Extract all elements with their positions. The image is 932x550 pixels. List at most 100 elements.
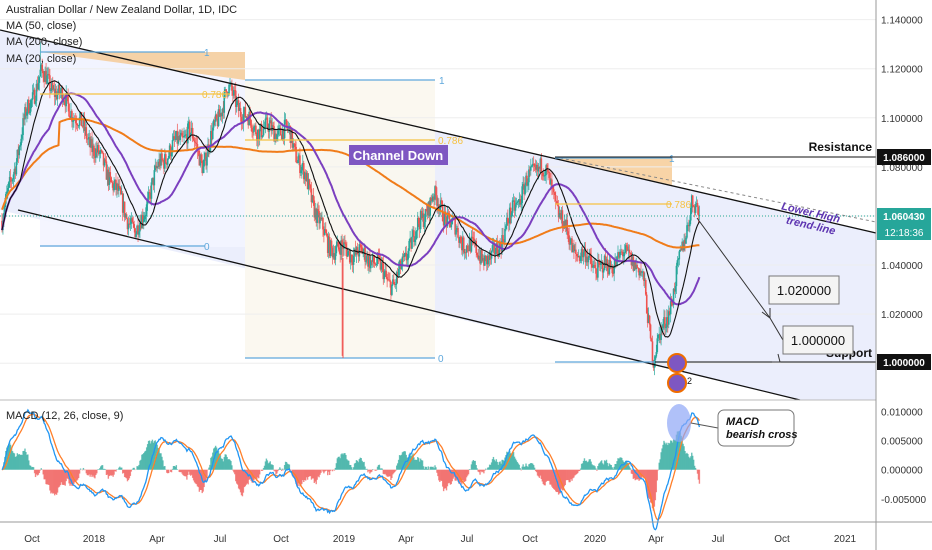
macd-histogram-bar — [383, 469, 385, 475]
candle-body — [479, 255, 481, 264]
candle-body — [318, 211, 320, 224]
candle-body — [290, 129, 293, 144]
macd-histogram-bar — [75, 469, 77, 482]
macd-tick-label: 0.010000 — [881, 408, 923, 419]
candle-body — [627, 249, 630, 251]
macd-histogram-bar — [336, 458, 338, 470]
candle-body — [476, 252, 478, 256]
macd-histogram-bar — [203, 469, 205, 488]
price-tick-label: 1.120000 — [881, 65, 923, 76]
candle-body — [456, 227, 458, 230]
candle-body — [183, 135, 185, 138]
candle-body — [418, 223, 421, 230]
channel-down-label: Channel Down — [353, 148, 443, 163]
macd-histogram-bar — [570, 469, 572, 480]
candle-body — [309, 185, 312, 189]
candle-body — [551, 179, 553, 187]
candle-body — [495, 243, 498, 254]
macd-histogram-bar — [197, 469, 200, 488]
macd-histogram-bar — [665, 444, 667, 470]
candle-body — [507, 222, 510, 224]
candle-body — [283, 119, 286, 139]
ma50-legend[interactable]: MA (50, close) — [6, 20, 77, 32]
candle-body — [523, 184, 525, 195]
candle-body — [440, 200, 443, 205]
time-tick-label: Oct — [24, 534, 40, 545]
candle-body — [82, 119, 85, 127]
macd-histogram-bar — [226, 456, 228, 470]
candle-body — [432, 196, 434, 201]
candle-body — [427, 202, 430, 216]
candle-body — [663, 317, 665, 324]
target-2-box — [782, 325, 854, 355]
candle-body — [411, 236, 413, 249]
candle-body — [15, 161, 18, 175]
macd-histogram-bar — [423, 468, 426, 470]
macd-histogram-bar — [299, 469, 301, 487]
macd-histogram-bar — [242, 469, 245, 493]
macd-histogram-bar — [319, 469, 321, 475]
candle-body — [185, 134, 187, 136]
candle-body — [543, 175, 546, 177]
time-tick-label: Jul — [214, 534, 227, 545]
macd-histogram-bar — [164, 466, 166, 470]
candle-body — [173, 136, 176, 140]
macd-histogram-bar — [596, 469, 598, 471]
ma200-legend[interactable]: MA (200, close) — [6, 36, 83, 48]
resistance-price-tag: 1.086000 — [883, 153, 925, 164]
candle-body — [608, 259, 611, 275]
candle-body — [488, 252, 491, 260]
macd-histogram-bar — [285, 462, 288, 470]
candle-body — [601, 261, 604, 273]
macd-histogram-bar — [267, 463, 270, 470]
candle-body — [85, 127, 88, 139]
candle-body — [553, 192, 556, 196]
candle-body — [579, 256, 582, 262]
macd-histogram-bar — [440, 469, 442, 481]
candle-body — [463, 252, 466, 254]
candle-body — [292, 143, 295, 148]
macd-histogram-bar — [174, 466, 177, 470]
candle-body — [345, 243, 347, 249]
candle-body — [586, 256, 589, 263]
macd-histogram-bar — [90, 469, 92, 475]
macd-histogram-bar — [9, 444, 12, 470]
macd-histogram-bar — [215, 447, 218, 470]
candle-body — [129, 223, 132, 225]
macd-histogram-bar — [6, 447, 8, 470]
macd-histogram-bar — [161, 456, 163, 470]
candle-body — [370, 260, 372, 269]
macd-histogram-bar — [237, 469, 240, 489]
macd-histogram-bar — [534, 469, 537, 472]
macd-histogram-bar — [78, 469, 81, 474]
macd-histogram-bar — [608, 463, 611, 470]
candle-body — [53, 88, 56, 97]
candle-body — [179, 135, 181, 141]
macd-histogram-bar — [628, 466, 631, 470]
candle-body — [639, 270, 641, 276]
candle-body — [682, 241, 684, 251]
macd-histogram-bar — [474, 460, 476, 470]
macd-histogram-bar — [499, 461, 501, 470]
candle-body — [561, 210, 564, 228]
macd-legend[interactable]: MACD (12, 26, close, 9) — [6, 410, 124, 422]
macd-histogram-bar — [535, 469, 538, 473]
macd-histogram-bar — [432, 466, 434, 470]
macd-histogram-bar — [371, 469, 373, 472]
macd-histogram-bar — [88, 469, 90, 475]
macd-histogram-bar — [129, 469, 132, 476]
candle-body — [193, 140, 196, 143]
candle-body — [449, 219, 452, 228]
candle-body — [658, 333, 660, 335]
macd-histogram-bar — [388, 469, 390, 477]
macd-histogram-bar — [54, 469, 57, 494]
macd-histogram-bar — [26, 454, 28, 470]
macd-histogram-bar — [425, 466, 428, 470]
ma20-legend[interactable]: MA (20, close) — [6, 53, 77, 65]
macd-histogram-bar — [341, 453, 343, 470]
macd-histogram-bar — [692, 455, 694, 470]
candle-body — [38, 76, 41, 83]
candle-body — [228, 84, 230, 94]
candle-body — [404, 252, 407, 255]
macd-histogram-bar — [8, 442, 11, 470]
